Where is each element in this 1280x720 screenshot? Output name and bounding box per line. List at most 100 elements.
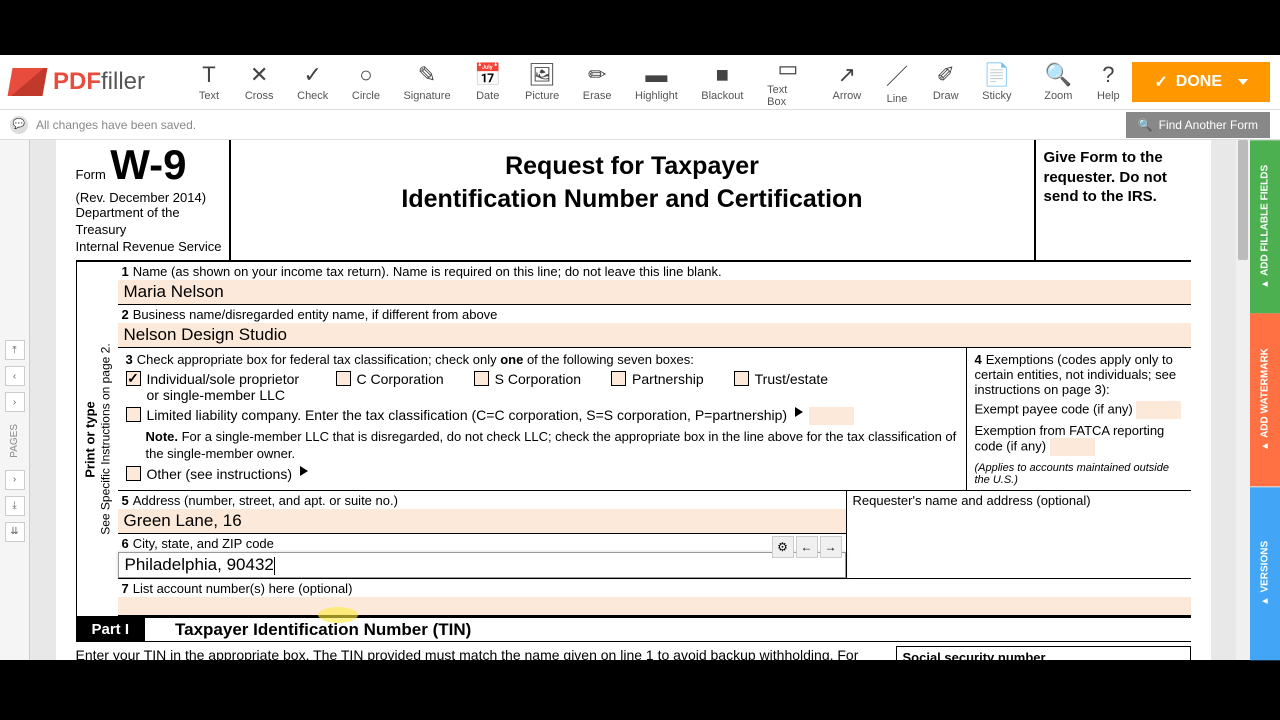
other-label: Other (see instructions) <box>147 466 293 482</box>
done-button[interactable]: ✓ DONE <box>1132 62 1270 102</box>
field-6-input[interactable]: Philadelphia, 90432 <box>118 552 846 578</box>
cb5-label: Trust/estate <box>755 371 828 387</box>
form-sidebar: Print or typeSee Specific Instructions o… <box>76 262 118 617</box>
field-2-input[interactable]: Nelson Design Studio <box>118 323 1191 347</box>
tool-help[interactable]: ?Help <box>1084 58 1132 106</box>
right-rail: ▸ ADD FILLABLE FIELDS▸ ADD WATERMARK▸ VE… <box>1250 140 1280 660</box>
field-3-label-a: Check appropriate box for federal tax cl… <box>137 352 500 367</box>
tool-draw[interactable]: ✐Draw <box>921 52 970 112</box>
form-department: Department of the TreasuryInternal Reven… <box>76 205 229 256</box>
field-6-value: Philadelphia, 90432 <box>125 555 274 574</box>
note-text: For a single-member LLC that is disregar… <box>146 429 957 461</box>
checkbox-llc[interactable] <box>126 407 141 422</box>
tool-text[interactable]: TText <box>185 52 233 112</box>
field-settings-button[interactable]: ⚙ <box>772 536 794 558</box>
form-title: Request for TaxpayerIdentification Numbe… <box>251 150 1014 215</box>
tool-arrow[interactable]: ↗Arrow <box>821 52 873 112</box>
scroll-thumb[interactable] <box>1238 140 1248 260</box>
logo-text-pdf: PDF <box>53 68 101 96</box>
field-prev-button[interactable]: ← <box>796 536 818 558</box>
requester-box: Requester's name and address (optional) <box>846 491 1191 578</box>
field-5-6: 5Address (number, street, and apt. or su… <box>118 491 1191 579</box>
tool-circle[interactable]: ○Circle <box>340 52 392 112</box>
part-1-badge: Part I <box>76 618 146 641</box>
field-next-button[interactable]: → <box>820 536 842 558</box>
field-2: 2Business name/disregarded entity name, … <box>118 305 1191 348</box>
fatca-input[interactable] <box>1050 438 1095 456</box>
note-bold: Note. <box>146 429 179 444</box>
field-7-input[interactable] <box>118 597 1191 615</box>
field-4-label: Exemptions (codes apply only to certain … <box>975 352 1177 397</box>
tool-check[interactable]: ✓Check <box>285 52 340 112</box>
form-header-left: Form W-9 (Rev. December 2014) Department… <box>76 140 231 260</box>
checkbox-individual[interactable] <box>126 371 141 386</box>
aux-tools-group: 🔍Zoom?Help <box>1032 58 1132 106</box>
part-1-title: Taxpayer Identification Number (TIN) <box>175 620 471 640</box>
checkbox-s-corp[interactable] <box>474 371 489 386</box>
page-down-button[interactable]: › <box>5 470 25 490</box>
tool-highlight[interactable]: ▬Highlight <box>623 52 689 112</box>
field-7-label: List account number(s) here (optional) <box>133 581 353 596</box>
checkbox-c-corp[interactable] <box>336 371 351 386</box>
left-rail: ⤒ ‹ › PAGES › ⤓ ⇊ <box>0 140 30 660</box>
field-3-label-b: one <box>500 352 523 367</box>
cb1-label: Individual/sole proprietor or single-mem… <box>147 371 306 403</box>
tool-erase[interactable]: ✏Erase <box>571 52 623 112</box>
page-expand-button[interactable]: ⇊ <box>5 522 25 542</box>
toolbar: PDFfiller TText✕Cross✓Check○Circle✎Signa… <box>0 55 1280 110</box>
tool-cross[interactable]: ✕Cross <box>233 52 285 112</box>
document-area: Form W-9 (Rev. December 2014) Department… <box>30 140 1236 660</box>
part-1-header: Part I Taxpayer Identification Number (T… <box>76 616 1191 642</box>
field-6-label: City, state, and ZIP code <box>133 536 274 551</box>
main-fields: 1Name (as shown on your income tax retur… <box>118 262 1191 617</box>
tool-sticky[interactable]: 📄Sticky <box>970 52 1023 112</box>
chevron-down-icon <box>1238 79 1248 85</box>
llc-class-input[interactable] <box>809 407 854 425</box>
sidebar-text-1: Print or type <box>82 401 97 478</box>
tool-text-box[interactable]: ▭Text Box <box>755 52 821 112</box>
checkbox-trust[interactable] <box>734 371 749 386</box>
status-bar: 💬 All changes have been saved. 🔍 Find An… <box>0 110 1280 140</box>
field-1-input[interactable]: Maria Nelson <box>118 280 1191 304</box>
tool-zoom[interactable]: 🔍Zoom <box>1032 58 1084 106</box>
tool-line[interactable]: ／Line <box>873 52 921 112</box>
arrow-icon-2 <box>300 466 308 476</box>
form-word: Form <box>76 167 106 182</box>
tool-signature[interactable]: ✎Signature <box>392 52 462 112</box>
checkbox-other[interactable] <box>126 466 141 481</box>
requester-label: Requester's name and address (optional) <box>853 493 1091 508</box>
tools-group: TText✕Cross✓Check○Circle✎Signature📅Date🖼… <box>185 52 1023 112</box>
cb4-label: Partnership <box>632 371 704 387</box>
tool-blackout[interactable]: ■Blackout <box>690 52 756 112</box>
logo-icon <box>8 68 48 96</box>
status-icon: 💬 <box>10 116 28 134</box>
page-last-button[interactable]: ⤓ <box>5 496 25 516</box>
field-3-label-c: of the following seven boxes: <box>523 352 694 367</box>
exempt1-label: Exempt payee code (if any) <box>975 401 1133 416</box>
logo[interactable]: PDFfiller <box>10 68 145 96</box>
logo-text-filler: filler <box>101 68 145 96</box>
find-label: Find Another Form <box>1159 118 1258 132</box>
checkbox-partnership[interactable] <box>611 371 626 386</box>
exempt-payee-input[interactable] <box>1136 401 1181 419</box>
page-up-button[interactable]: ‹ <box>5 366 25 386</box>
workspace: ⤒ ‹ › PAGES › ⤓ ⇊ Form W-9 (Rev. Decembe… <box>0 140 1280 660</box>
app-container: PDFfiller TText✕Cross✓Check○Circle✎Signa… <box>0 55 1280 660</box>
tool-picture[interactable]: 🖼Picture <box>513 52 571 112</box>
applies-text: (Applies to accounts maintained outside … <box>975 462 1183 486</box>
address-left: 5Address (number, street, and apt. or su… <box>118 491 846 578</box>
ssn-label: Social security number <box>896 646 1191 660</box>
right-tab-add-fillable-fields[interactable]: ▸ ADD FILLABLE FIELDS <box>1250 140 1280 313</box>
page-toggle-button[interactable]: › <box>5 392 25 412</box>
find-form-button[interactable]: 🔍 Find Another Form <box>1126 112 1270 138</box>
field-5-input[interactable]: Green Lane, 16 <box>118 509 846 533</box>
llc-label: Limited liability company. Enter the tax… <box>147 407 788 423</box>
page-first-button[interactable]: ⤒ <box>5 340 25 360</box>
right-tab-versions[interactable]: ▸ VERSIONS <box>1250 487 1280 660</box>
tool-date[interactable]: 📅Date <box>462 52 513 112</box>
form-header-center: Request for TaxpayerIdentification Numbe… <box>231 140 1036 260</box>
right-tab-add-watermark[interactable]: ▸ ADD WATERMARK <box>1250 313 1280 486</box>
field-tools: ⚙ ← → <box>772 536 842 558</box>
form-revision: (Rev. December 2014) <box>76 190 229 205</box>
scrollbar[interactable] <box>1236 140 1250 660</box>
